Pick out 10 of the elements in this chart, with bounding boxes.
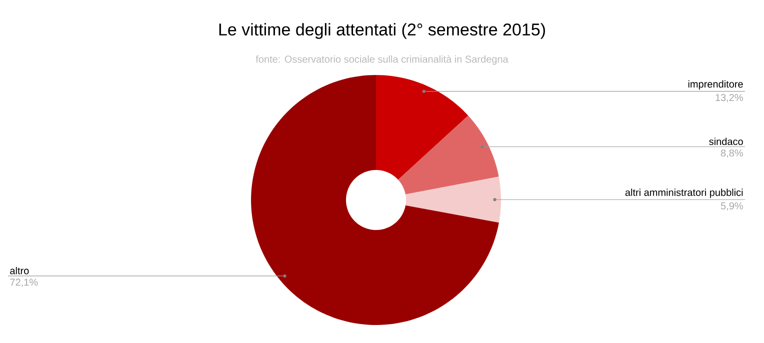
slice-label: imprenditore — [688, 80, 743, 90]
data-label: 5,9% — [720, 202, 743, 211]
slice-label: sindaco — [709, 138, 743, 146]
source-note: fonte: Osservatorio sociale sulla crimianalità in Sardegna — [256, 55, 508, 65]
data-label: 8,8% — [720, 149, 743, 158]
slice-label: altro — [10, 266, 29, 274]
chart-title: Le vittime degli attentati (2° semestre 2015) — [219, 23, 545, 39]
slice-label: altri amministratori pubblici — [625, 188, 743, 198]
data-label: 13,2% — [716, 94, 743, 102]
data-label: 72,1% — [10, 278, 38, 287]
